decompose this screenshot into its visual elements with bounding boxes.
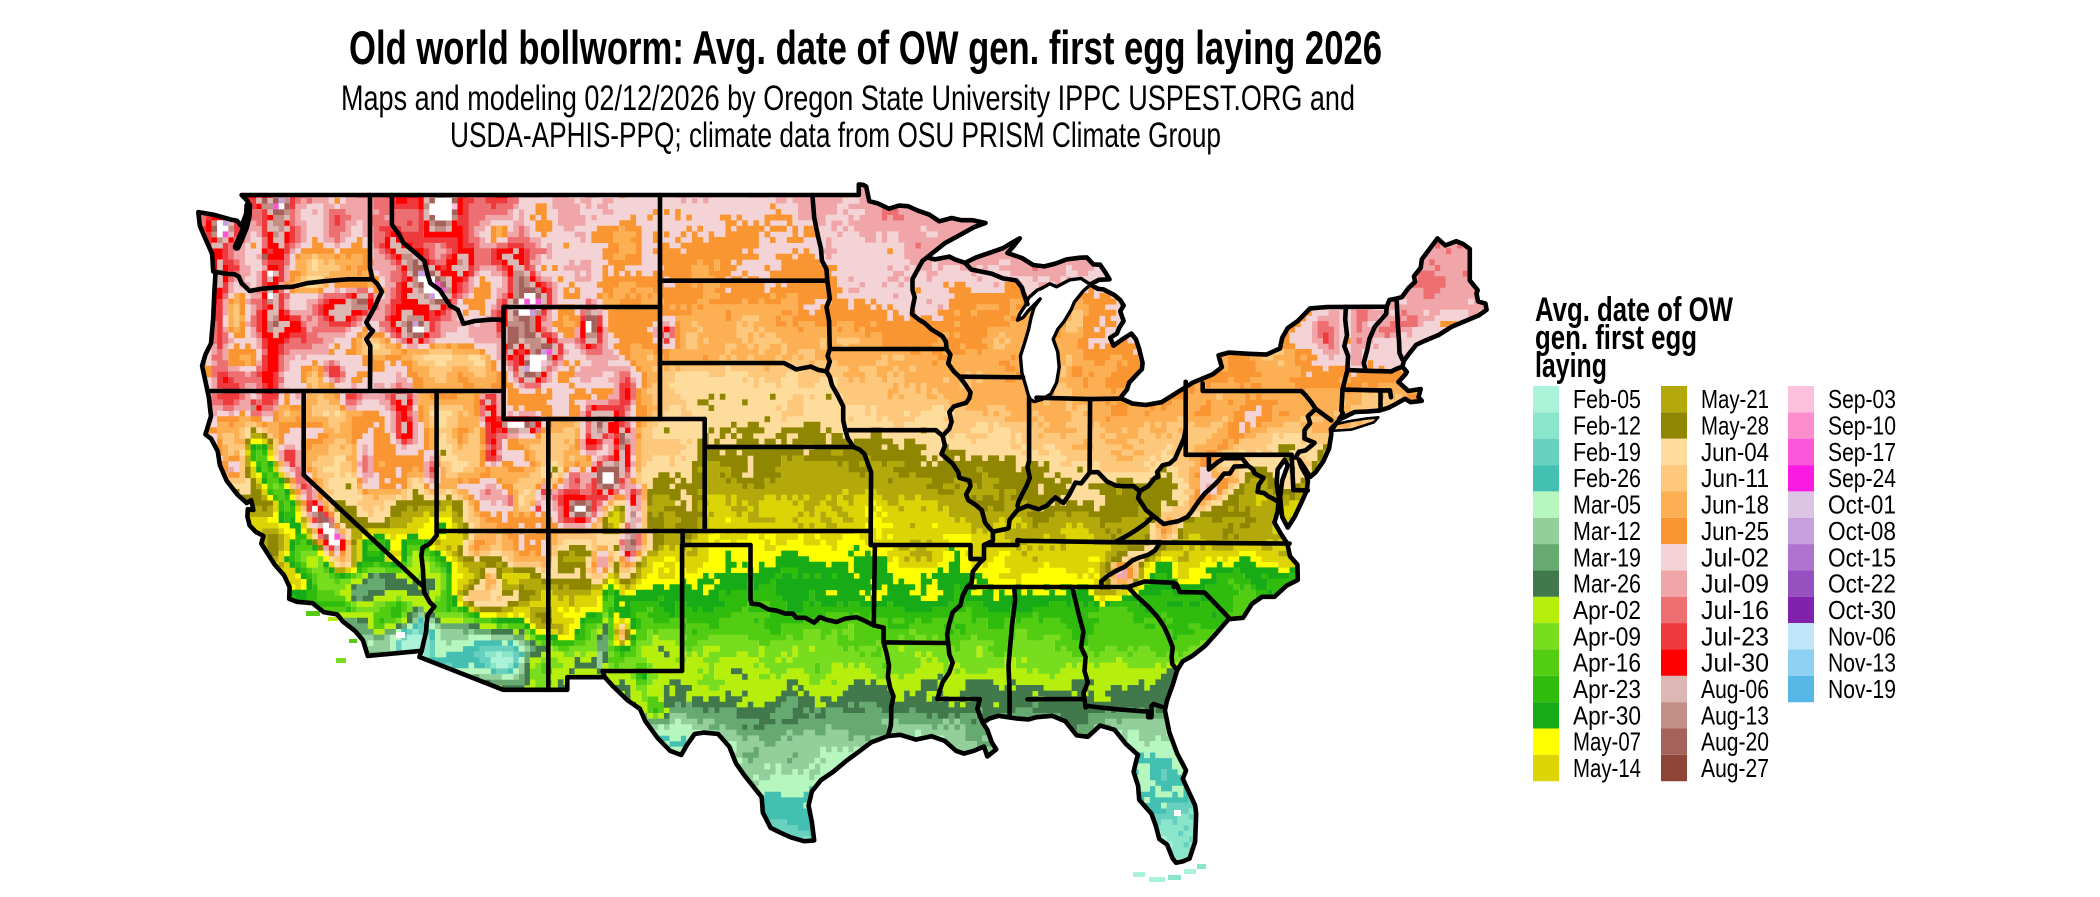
svg-text:Mar-05: Mar-05 — [1573, 490, 1641, 520]
svg-text:Aug-13: Aug-13 — [1701, 700, 1769, 730]
svg-text:Feb-26: Feb-26 — [1573, 463, 1641, 493]
svg-text:Feb-05: Feb-05 — [1573, 384, 1641, 414]
svg-text:Oct-15: Oct-15 — [1828, 542, 1896, 572]
svg-text:May-28: May-28 — [1701, 411, 1769, 441]
svg-text:Jun-25: Jun-25 — [1701, 516, 1769, 546]
svg-text:Oct-30: Oct-30 — [1828, 595, 1896, 625]
svg-text:gen. first egg: gen. first egg — [1535, 319, 1697, 357]
svg-text:May-14: May-14 — [1573, 753, 1641, 783]
svg-text:Nov-19: Nov-19 — [1828, 674, 1896, 704]
svg-text:Feb-12: Feb-12 — [1573, 411, 1641, 441]
svg-text:laying: laying — [1535, 347, 1607, 385]
svg-text:Apr-16: Apr-16 — [1573, 648, 1641, 678]
svg-text:Jul-23: Jul-23 — [1701, 621, 1769, 651]
svg-text:Sep-24: Sep-24 — [1828, 463, 1896, 493]
svg-text:Avg. date of OW: Avg. date of OW — [1535, 291, 1734, 329]
svg-text:Apr-30: Apr-30 — [1573, 700, 1641, 730]
svg-text:Oct-22: Oct-22 — [1828, 569, 1896, 599]
svg-text:Mar-26: Mar-26 — [1573, 569, 1641, 599]
svg-text:May-21: May-21 — [1701, 384, 1769, 414]
svg-text:Jun-11: Jun-11 — [1701, 463, 1769, 493]
svg-text:USDA-APHIS-PPQ; climate data f: USDA-APHIS-PPQ; climate data from OSU PR… — [450, 116, 1221, 155]
svg-text:May-07: May-07 — [1573, 727, 1641, 757]
svg-text:Apr-23: Apr-23 — [1573, 674, 1641, 704]
svg-text:Aug-06: Aug-06 — [1701, 674, 1769, 704]
svg-text:Aug-27: Aug-27 — [1701, 753, 1769, 783]
svg-text:Aug-20: Aug-20 — [1701, 727, 1769, 757]
svg-text:Jun-04: Jun-04 — [1701, 437, 1769, 467]
svg-text:Oct-01: Oct-01 — [1828, 490, 1896, 520]
svg-text:Maps and modeling 02/12/2026 b: Maps and modeling 02/12/2026 by Oregon S… — [341, 79, 1355, 118]
svg-text:Jul-02: Jul-02 — [1701, 542, 1769, 572]
svg-text:Jul-16: Jul-16 — [1701, 595, 1769, 625]
svg-text:Sep-10: Sep-10 — [1828, 411, 1896, 441]
svg-text:Nov-13: Nov-13 — [1828, 648, 1896, 678]
svg-text:Oct-08: Oct-08 — [1828, 516, 1896, 546]
svg-text:Old world bollworm: Avg. date: Old world bollworm: Avg. date of OW gen.… — [349, 21, 1382, 74]
svg-text:Nov-06: Nov-06 — [1828, 621, 1896, 651]
svg-text:Jun-18: Jun-18 — [1701, 490, 1769, 520]
svg-text:Mar-12: Mar-12 — [1573, 516, 1641, 546]
svg-text:Apr-02: Apr-02 — [1573, 595, 1641, 625]
svg-text:Sep-03: Sep-03 — [1828, 384, 1896, 414]
svg-text:Mar-19: Mar-19 — [1573, 542, 1641, 572]
svg-text:Sep-17: Sep-17 — [1828, 437, 1896, 467]
svg-text:Jul-09: Jul-09 — [1701, 569, 1769, 599]
svg-text:Apr-09: Apr-09 — [1573, 621, 1641, 651]
svg-text:Jul-30: Jul-30 — [1701, 648, 1769, 678]
svg-text:Feb-19: Feb-19 — [1573, 437, 1641, 467]
